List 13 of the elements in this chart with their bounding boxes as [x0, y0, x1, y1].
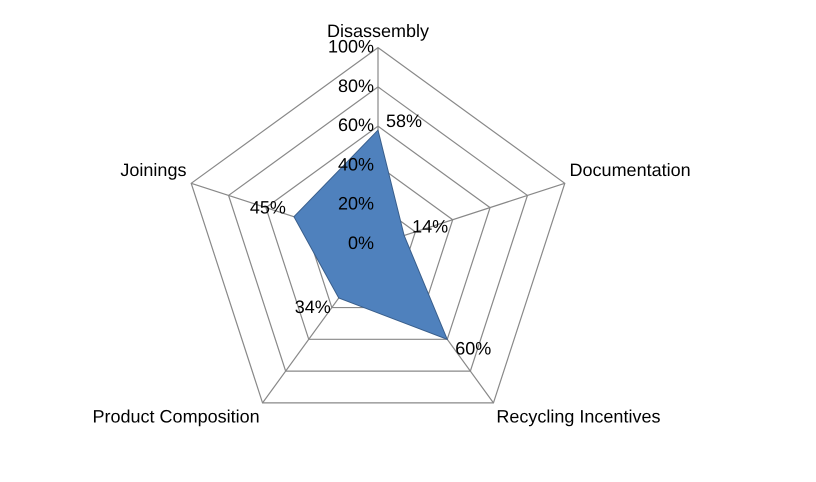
y-tick-label: 80% — [338, 76, 374, 96]
data-label: 34% — [294, 296, 331, 317]
data-label: 60% — [455, 338, 492, 358]
y-tick-label: 0% — [348, 232, 374, 253]
spoke-label: Joinings — [120, 160, 186, 180]
data-label: 14% — [412, 216, 448, 236]
data-label: 58% — [386, 111, 422, 132]
data-label: 45% — [250, 198, 286, 218]
y-tick-label: 60% — [338, 115, 374, 136]
y-tick-label: 20% — [338, 194, 374, 214]
spoke-label: Product Composition — [92, 406, 260, 427]
spoke-label: Documentation — [570, 160, 691, 180]
spoke-label: Recycling Incentives — [496, 406, 660, 427]
